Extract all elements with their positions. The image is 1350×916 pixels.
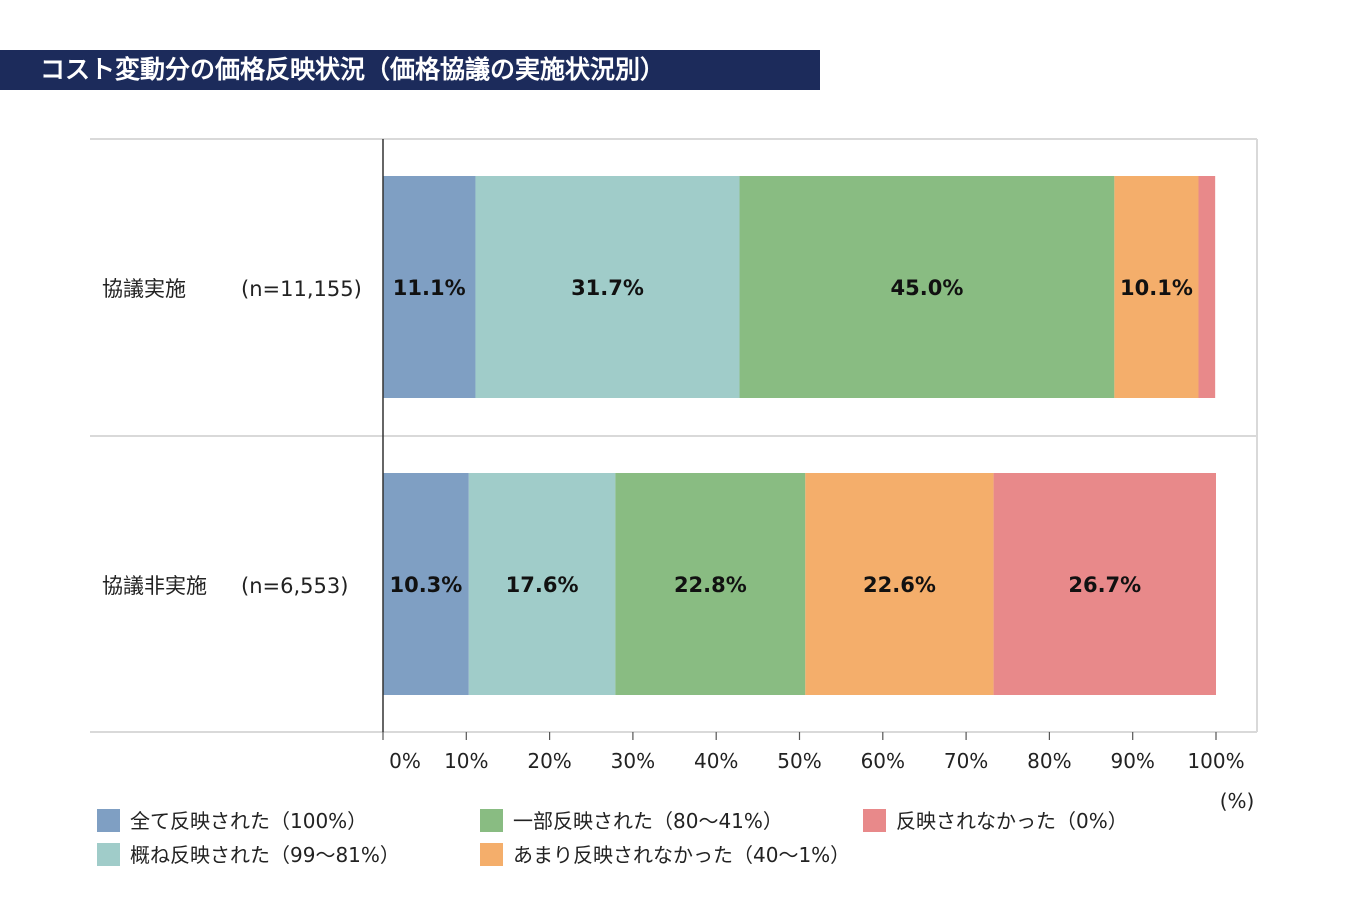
chart-title: コスト変動分の価格反映状況（価格協議の実施状況別）: [40, 55, 666, 84]
sample-size-label-1: (n=11,155): [241, 277, 362, 301]
x-tick-label-1: 10%: [444, 749, 488, 773]
bar-segment-1-1: [383, 176, 476, 398]
legend-swatch-1: [97, 809, 120, 832]
legend-swatch-2: [97, 843, 120, 866]
x-tick-label-10: 100%: [1187, 749, 1244, 773]
bar-segment-1-5: [1198, 176, 1216, 398]
sample-size-label-2: (n=6,553): [241, 574, 348, 598]
x-tick-label-4: 40%: [694, 749, 738, 773]
category-label-1: 協議実施: [102, 277, 186, 301]
data-label-1-4: 10.1%: [1120, 276, 1193, 300]
bar-segment-2-2: [468, 473, 616, 695]
legend-swatch-3: [480, 809, 503, 832]
bar-segment-1-2: [475, 176, 740, 398]
bar-segment-2-3: [615, 473, 806, 695]
x-tick-label-9: 90%: [1110, 749, 1154, 773]
data-label-2-5: 26.7%: [1068, 573, 1141, 597]
legend-label-1: 全て反映された（100%）: [130, 809, 367, 833]
x-tick-label-7: 70%: [944, 749, 988, 773]
legend-label-2: 概ね反映された（99～81%）: [130, 843, 400, 867]
data-label-2-2: 17.6%: [506, 573, 579, 597]
bar-segment-2-5: [993, 473, 1216, 695]
bar-segment-2-4: [805, 473, 994, 695]
x-tick-label-6: 60%: [861, 749, 905, 773]
data-label-1-2: 31.7%: [571, 276, 644, 300]
x-tick-label-0: 0%: [389, 749, 421, 773]
data-label-2-4: 22.6%: [863, 573, 936, 597]
legend-swatch-4: [480, 843, 503, 866]
data-label-1-1: 11.1%: [393, 276, 466, 300]
legend-label-3: 一部反映された（80～41%）: [513, 809, 783, 833]
x-tick-label-5: 50%: [777, 749, 821, 773]
legend-label-5: 反映されなかった（0%）: [896, 809, 1128, 833]
legend-swatch-5: [863, 809, 886, 832]
bar-segment-1-4: [1114, 176, 1199, 398]
category-label-2: 協議非実施: [102, 574, 207, 598]
data-label-2-1: 10.3%: [389, 573, 462, 597]
data-label-2-3: 22.8%: [674, 573, 747, 597]
title-bar: コスト変動分の価格反映状況（価格協議の実施状況別）: [0, 50, 820, 90]
x-tick-label-3: 30%: [611, 749, 655, 773]
bar-segment-2-1: [383, 473, 469, 695]
legend-label-4: あまり反映されなかった（40～1%）: [513, 843, 850, 867]
data-label-1-3: 45.0%: [891, 276, 964, 300]
bar-segment-1-3: [739, 176, 1115, 398]
x-tick-label-8: 80%: [1027, 749, 1071, 773]
x-axis-unit-label: (%): [1220, 789, 1255, 813]
x-tick-label-2: 20%: [527, 749, 571, 773]
